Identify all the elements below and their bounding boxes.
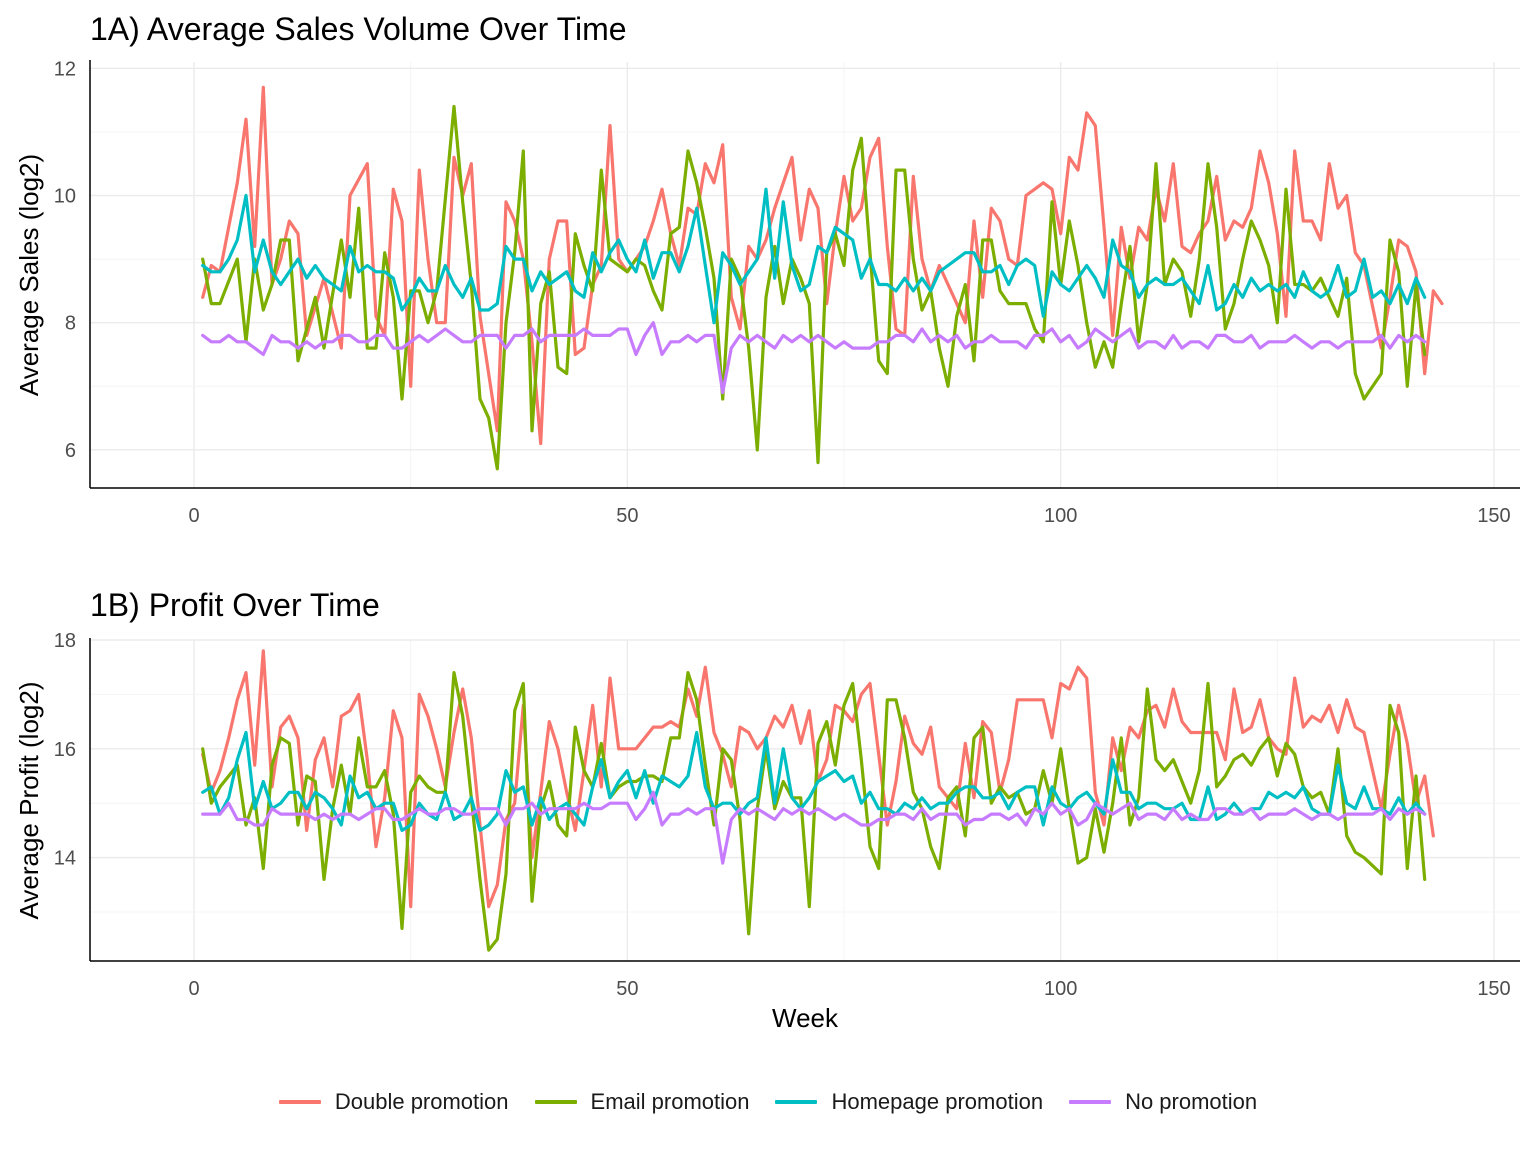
legend-item-double-promotion: Double promotion [278, 1089, 509, 1115]
series-line-double-promotion [201, 649, 1435, 909]
legend-item-homepage-promotion: Homepage promotion [775, 1089, 1043, 1115]
series-line-no-promotion [201, 321, 1427, 395]
chart-title: 1A) Average Sales Volume Over Time [90, 11, 627, 47]
series-line-homepage-promotion [201, 187, 1427, 325]
x-tick-label: 0 [188, 978, 199, 1000]
legend-swatch-homepage-promotion [775, 1100, 818, 1104]
series-line-no-promotion [201, 790, 1427, 865]
x-tick-label: 50 [616, 978, 638, 1000]
chart-panel-1: 0 50 100 150 6 8 10 12 1A) Average Sales Volume … [14, 11, 1520, 527]
y-tick-label: 16 [54, 739, 76, 761]
y-tick-label: 10 [54, 186, 76, 208]
chart-panel-2: 0 50 100 150 14 16 18 1B) Profit Over Time Avera… [14, 587, 1520, 1033]
legend-swatch-no-promotion [1069, 1100, 1112, 1104]
y-tick-label: 14 [54, 848, 76, 870]
legend-label-double-promotion: Double promotion [334, 1089, 509, 1114]
x-tick-label: 100 [1044, 505, 1077, 527]
legend-item-email-promotion: Email promotion [534, 1089, 750, 1115]
x-tick-label: 50 [616, 505, 638, 527]
series-line-homepage-promotion [201, 730, 1427, 832]
x-axis-label: Week [772, 1003, 839, 1033]
legend: Double promotion Email promotion Homepag… [0, 1082, 1536, 1122]
legend-label-email-promotion: Email promotion [590, 1089, 750, 1114]
y-axis-label: Average Sales (log2) [14, 154, 44, 396]
x-tick-label: 0 [188, 505, 199, 527]
y-tick-label: 12 [54, 58, 76, 80]
y-tick-label: 18 [54, 630, 76, 652]
x-tick-label: 150 [1477, 978, 1510, 1000]
x-tick-label: 150 [1477, 505, 1510, 527]
legend-label-no-promotion: No promotion [1125, 1089, 1258, 1114]
series-line-email-promotion [201, 671, 1427, 952]
x-tick-label: 100 [1044, 978, 1077, 1000]
legend-item-no-promotion: No promotion [1069, 1089, 1257, 1115]
series-line-double-promotion [201, 85, 1444, 446]
legend-swatch-double-promotion [278, 1100, 321, 1104]
y-tick-label: 8 [65, 313, 76, 335]
legend-swatch-email-promotion [534, 1100, 577, 1104]
y-axis-label: Average Profit (log2) [14, 682, 44, 920]
legend-label-homepage-promotion: Homepage promotion [831, 1089, 1044, 1114]
y-tick-label: 6 [65, 440, 76, 462]
chart-title: 1B) Profit Over Time [90, 587, 380, 623]
